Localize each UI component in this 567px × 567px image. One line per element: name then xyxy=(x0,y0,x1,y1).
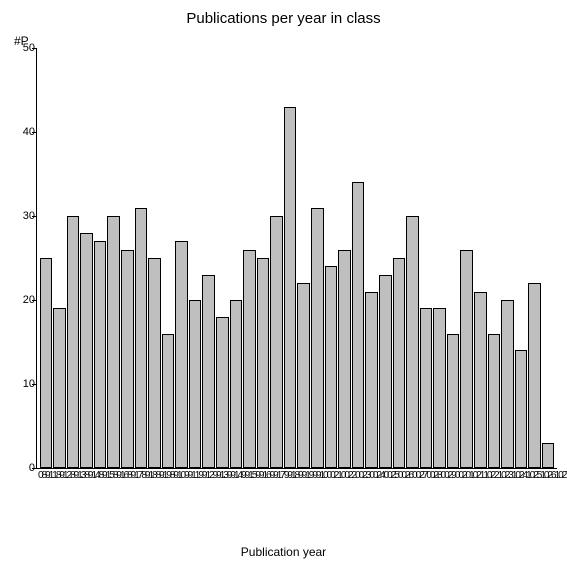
bar xyxy=(189,300,202,468)
x-tick-label: 1987 xyxy=(138,470,152,481)
bar xyxy=(175,241,188,468)
x-tick-label: 2005 xyxy=(394,470,408,481)
x-tick-label: 2009 xyxy=(451,470,465,481)
bar xyxy=(338,250,351,468)
y-tick-label: 50 xyxy=(5,42,35,54)
x-tick-label: 1982 xyxy=(67,470,81,481)
x-tick-label: 2014 xyxy=(523,470,537,481)
y-tick-label: 30 xyxy=(5,210,35,222)
bar xyxy=(148,258,161,468)
x-tick-label: 1994 xyxy=(238,470,252,481)
x-tick-label: 1984 xyxy=(95,470,109,481)
bar xyxy=(420,308,433,468)
chart-container: Publications per year in class #P 010203… xyxy=(0,0,567,567)
bar xyxy=(433,308,446,468)
bar xyxy=(230,300,243,468)
x-tick-label: 1985 xyxy=(109,470,123,481)
bar xyxy=(270,216,283,468)
x-tick-label: 2015 xyxy=(537,470,551,481)
bar xyxy=(501,300,514,468)
bar xyxy=(515,350,528,468)
x-tick-label: 1980 xyxy=(38,470,52,481)
bar xyxy=(135,208,148,468)
plot-area xyxy=(36,48,557,469)
y-tick-mark xyxy=(32,48,36,49)
bar xyxy=(474,292,487,468)
x-tick-label: 2000 xyxy=(323,470,337,481)
bar xyxy=(121,250,134,468)
x-tick-label: 2001 xyxy=(337,470,351,481)
y-tick-mark xyxy=(32,216,36,217)
x-tick-label: 2011 xyxy=(480,470,494,481)
x-labels-group: 1980198119821983198419851986198719881989… xyxy=(36,470,556,481)
x-tick-label: 2008 xyxy=(437,470,451,481)
y-tick-label: 20 xyxy=(5,294,35,306)
x-tick-label: 2004 xyxy=(380,470,394,481)
x-tick-label: 2007 xyxy=(423,470,437,481)
bar xyxy=(67,216,80,468)
bar xyxy=(297,283,310,468)
bar xyxy=(162,334,175,468)
bar xyxy=(447,334,460,468)
bar xyxy=(243,250,256,468)
bar xyxy=(202,275,215,468)
x-tick-label: 1983 xyxy=(81,470,95,481)
bar xyxy=(53,308,66,468)
y-tick-label: 0 xyxy=(5,462,35,474)
x-tick-label: 1996 xyxy=(266,470,280,481)
x-tick-label: 1989 xyxy=(166,470,180,481)
bar xyxy=(406,216,419,468)
chart-title: Publications per year in class xyxy=(0,10,567,27)
bar xyxy=(257,258,270,468)
bar xyxy=(365,292,378,468)
x-tick-label: 1993 xyxy=(223,470,237,481)
bar xyxy=(325,266,338,468)
bar xyxy=(488,334,501,468)
y-tick-label: 10 xyxy=(5,378,35,390)
y-tick-label: 40 xyxy=(5,126,35,138)
bar xyxy=(94,241,107,468)
x-tick-label: 2010 xyxy=(466,470,480,481)
x-tick-label: 1997 xyxy=(280,470,294,481)
bar xyxy=(311,208,324,468)
x-tick-label: 1995 xyxy=(252,470,266,481)
x-tick-label: 1988 xyxy=(152,470,166,481)
bar xyxy=(80,233,93,468)
x-tick-label: 1990 xyxy=(181,470,195,481)
x-tick-label: 1981 xyxy=(52,470,66,481)
y-tick-mark xyxy=(32,300,36,301)
bar xyxy=(542,443,555,468)
bars-group xyxy=(37,48,557,468)
y-tick-mark xyxy=(32,132,36,133)
x-tick-label: 1991 xyxy=(195,470,209,481)
bar xyxy=(393,258,406,468)
x-tick-label: 1986 xyxy=(124,470,138,481)
y-tick-mark xyxy=(32,468,36,469)
x-tick-label: 2016 xyxy=(551,470,565,481)
x-tick-label: 2002 xyxy=(352,470,366,481)
bar xyxy=(352,182,365,468)
bar xyxy=(107,216,120,468)
x-tick-label: 2013 xyxy=(508,470,522,481)
bar xyxy=(284,107,297,468)
x-axis-title: Publication year xyxy=(0,545,567,559)
bar xyxy=(460,250,473,468)
x-tick-label: 2012 xyxy=(494,470,508,481)
x-tick-label: 1998 xyxy=(295,470,309,481)
x-tick-label: 2006 xyxy=(409,470,423,481)
x-tick-label: 1992 xyxy=(209,470,223,481)
y-tick-mark xyxy=(32,384,36,385)
bar xyxy=(379,275,392,468)
bar xyxy=(40,258,53,468)
x-tick-label: 2003 xyxy=(366,470,380,481)
bar xyxy=(216,317,229,468)
x-tick-label: 1999 xyxy=(309,470,323,481)
bar xyxy=(528,283,541,468)
